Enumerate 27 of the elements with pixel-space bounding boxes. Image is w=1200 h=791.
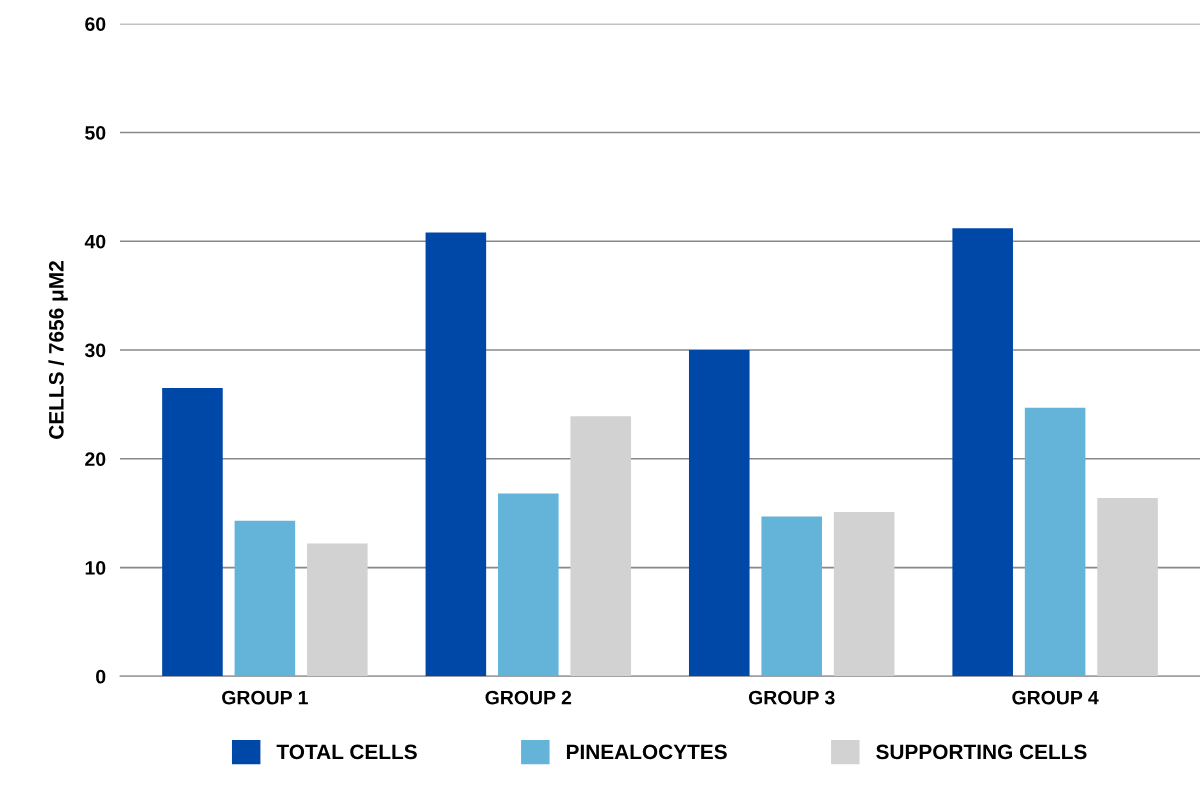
bar (425, 232, 487, 677)
y-tick-label: 10 (85, 561, 106, 575)
bar (1024, 407, 1086, 677)
bar (952, 228, 1013, 677)
bar (234, 520, 296, 677)
y-tick-label: 60 (85, 17, 106, 31)
bar (761, 516, 822, 677)
bar (1097, 497, 1158, 677)
legend-label: SUPPORTING CELLS (876, 744, 1087, 760)
y-tick-label: 40 (84, 234, 106, 249)
bar (833, 512, 895, 677)
x-tick-label: GROUP 3 (748, 690, 835, 705)
x-tick-label: GROUP 2 (485, 690, 572, 705)
legend-label: TOTAL CELLS (276, 744, 417, 760)
bar (570, 416, 632, 677)
y-tick-label: 0 (96, 669, 106, 684)
y-axis-title: CELLS / 7656 μM2 (48, 261, 68, 439)
y-tick-label: 20 (85, 452, 106, 467)
legend-label: PINEALOCYTES (566, 744, 727, 760)
x-tick-label: GROUP 1 (222, 690, 308, 705)
bar (307, 543, 368, 677)
x-tick-label: GROUP 4 (1012, 690, 1099, 705)
bar (688, 350, 750, 677)
bar (162, 388, 223, 677)
bar (498, 493, 559, 677)
y-tick-label: 30 (84, 343, 106, 358)
y-tick-label: 50 (85, 125, 106, 140)
